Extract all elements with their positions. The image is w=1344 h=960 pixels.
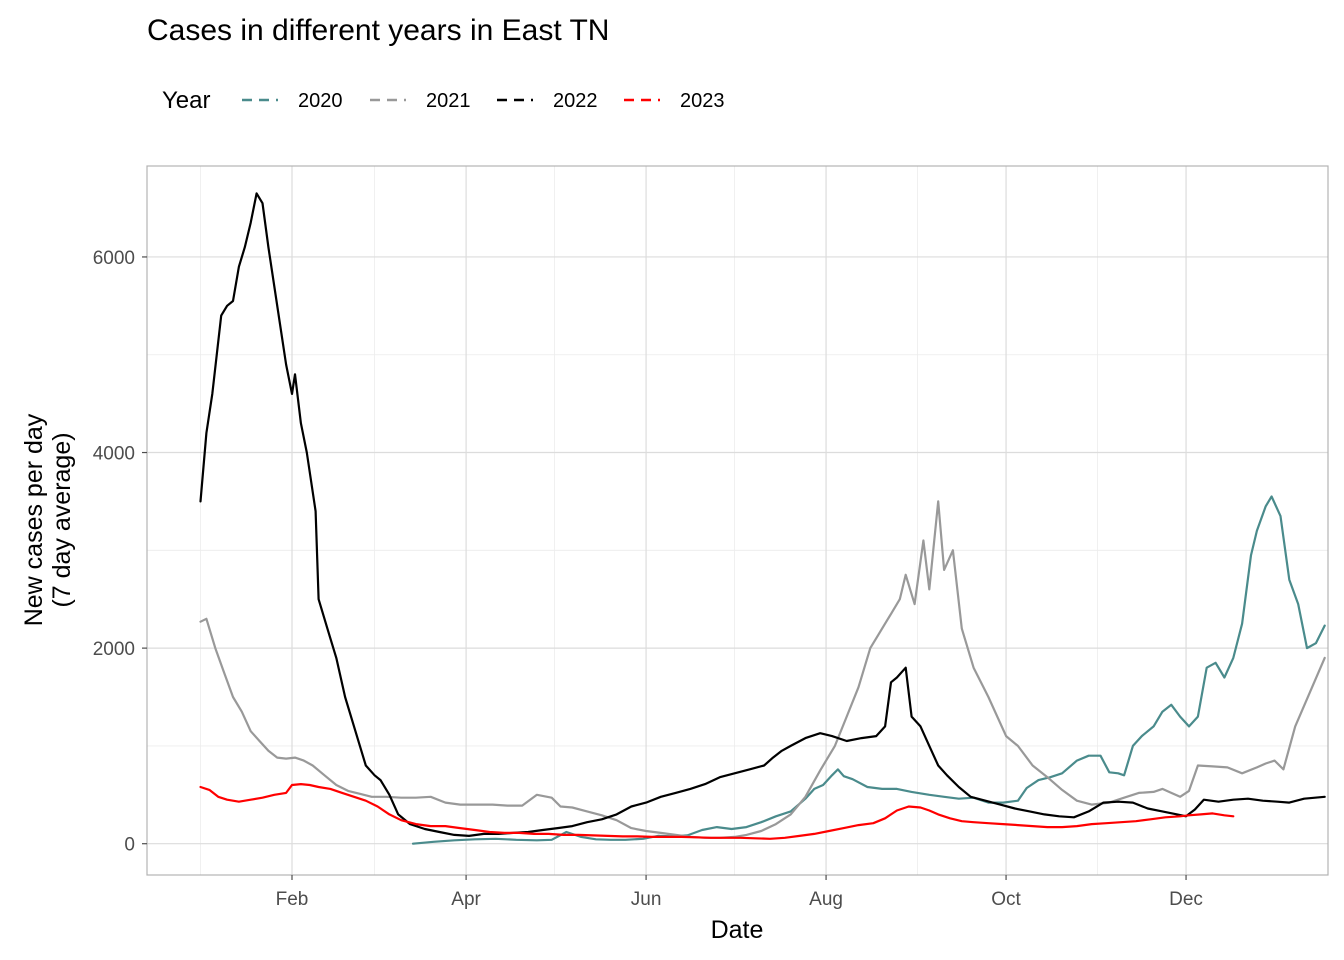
y-axis-title-line1: New cases per day bbox=[20, 413, 48, 626]
legend-label-2023: 2023 bbox=[680, 90, 725, 112]
y-axis: 0 2000 4000 6000 bbox=[93, 248, 147, 856]
y-tick-label: 6000 bbox=[93, 248, 135, 269]
plot-panel bbox=[146, 165, 1329, 876]
x-tick-label: Feb bbox=[276, 889, 309, 910]
x-tick-label: Aug bbox=[809, 889, 843, 910]
series-line-2022 bbox=[199, 192, 1326, 838]
x-axis: Feb Apr Jun Aug Oct Dec bbox=[276, 875, 1203, 910]
x-tick-label: Dec bbox=[1169, 889, 1203, 910]
grid bbox=[147, 166, 1328, 875]
x-tick-label: Jun bbox=[631, 889, 662, 910]
y-tick-label: 4000 bbox=[93, 444, 135, 465]
chart-title: Cases in different years in East TN bbox=[147, 14, 609, 47]
series-layer bbox=[199, 192, 1326, 845]
series-line-2020 bbox=[411, 495, 1326, 845]
series-line-2021 bbox=[199, 500, 1326, 839]
legend-label-2020: 2020 bbox=[298, 90, 343, 112]
legend-title: Year bbox=[162, 87, 211, 114]
x-tick-label: Oct bbox=[991, 889, 1021, 910]
x-axis-title: Date bbox=[711, 916, 764, 944]
panel-border bbox=[146, 165, 1329, 876]
y-tick-label: 2000 bbox=[93, 639, 135, 660]
y-tick-label: 0 bbox=[124, 835, 135, 856]
series-line-2023 bbox=[199, 782, 1235, 840]
x-tick-label: Apr bbox=[451, 889, 481, 910]
y-axis-title-line2: (7 day average) bbox=[48, 432, 76, 607]
legend-label-2022: 2022 bbox=[553, 90, 598, 112]
y-axis-title: New cases per day (7 day average) bbox=[20, 413, 76, 626]
legend-label-2021: 2021 bbox=[426, 90, 471, 112]
legend: Year 2020 2021 2022 2023 bbox=[162, 87, 725, 114]
